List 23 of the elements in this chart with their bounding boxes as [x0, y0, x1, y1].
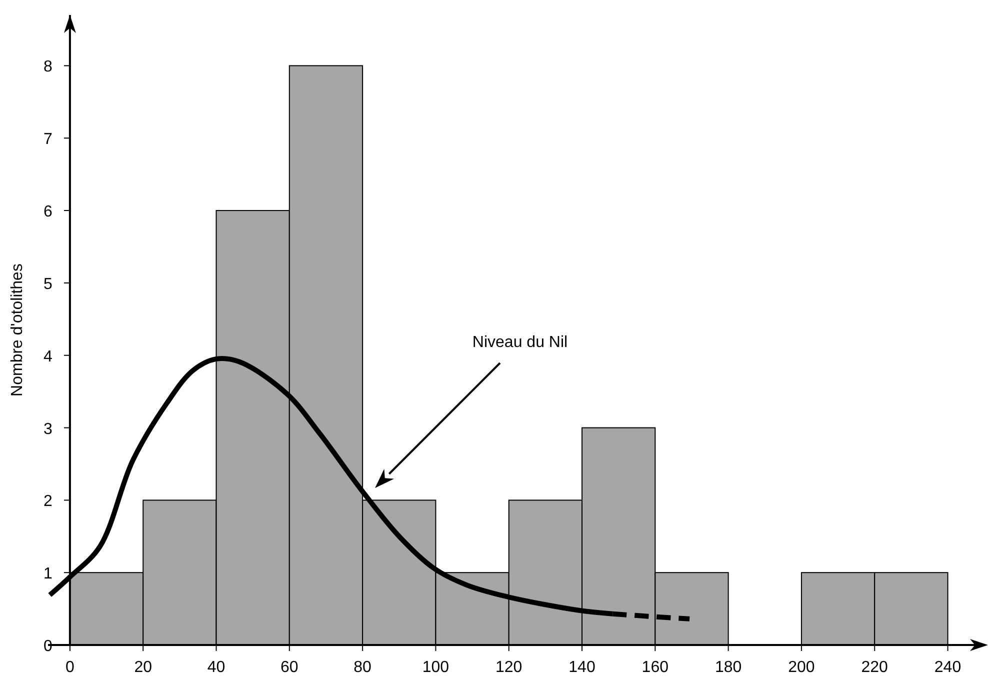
x-tick-label: 200 — [788, 659, 815, 676]
x-tick-label: 120 — [496, 659, 522, 676]
x-tick-label: 160 — [642, 659, 669, 676]
y-tick-label: 1 — [43, 566, 52, 583]
y-tick-label: 5 — [43, 276, 52, 293]
x-tick-label: 140 — [568, 659, 596, 676]
y-tick-label: 4 — [43, 348, 52, 366]
x-tick-label: 0 — [65, 659, 74, 676]
x-tick-label: 180 — [714, 659, 742, 676]
y-tick-label: 8 — [43, 58, 52, 76]
x-tick-label: 240 — [934, 659, 962, 676]
x-tick-label: 100 — [422, 659, 450, 676]
y-axis-title: Nombre d'otolithes — [9, 264, 26, 396]
y-tick-label: 7 — [43, 131, 52, 148]
y-tick-label: 6 — [43, 204, 52, 221]
y-tick-label: 2 — [43, 493, 52, 510]
y-tick-label: 3 — [43, 420, 52, 438]
x-tick-label: 220 — [861, 659, 888, 676]
x-tick-label: 40 — [207, 659, 226, 676]
x-tick-label: 80 — [354, 659, 372, 676]
x-tick-label: 20 — [134, 659, 152, 676]
x-tick-label: 60 — [280, 659, 298, 676]
annotation: Niveau du Nil — [472, 334, 568, 351]
